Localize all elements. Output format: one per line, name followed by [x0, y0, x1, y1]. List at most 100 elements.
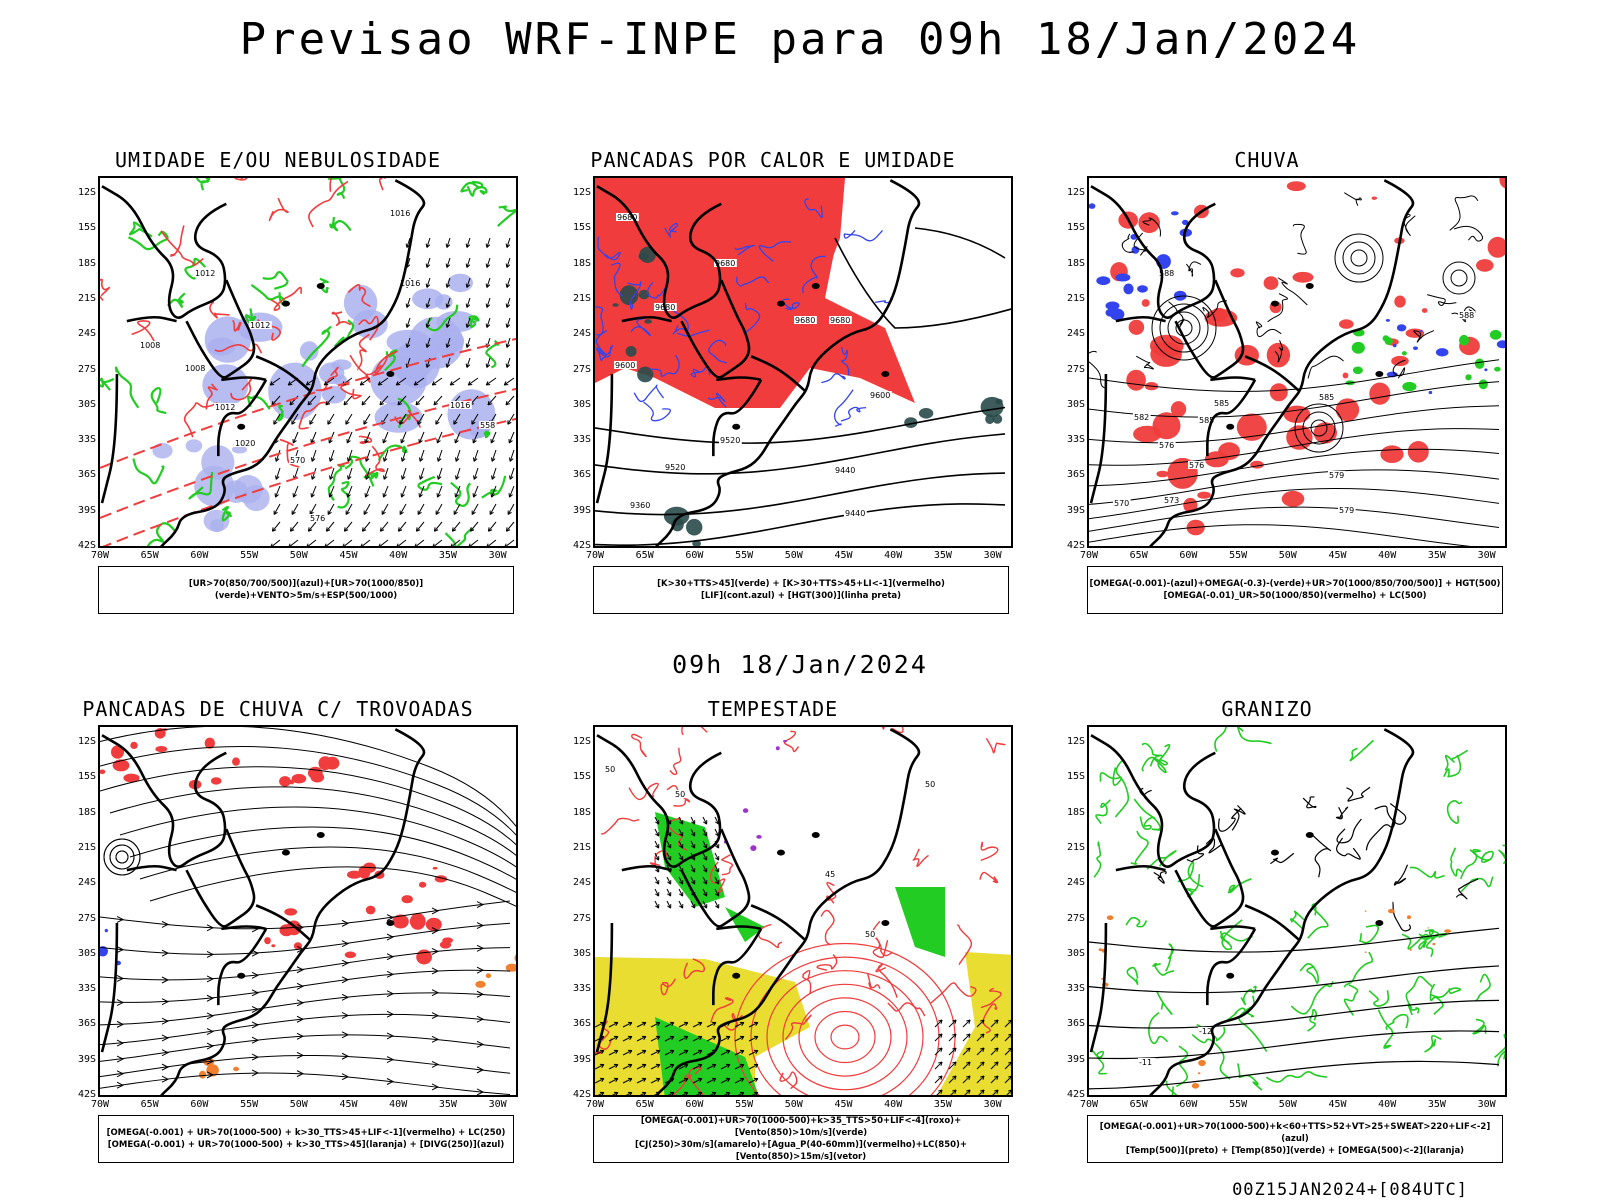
lat-tick-label: 39S	[572, 1053, 591, 1065]
lon-tick-label: 70W	[585, 550, 605, 561]
panel-contour-labels: 1016 1012 1012 1008 1008 1016 1016 1012 1020 576 5…	[139, 209, 497, 523]
contour-label: 50	[675, 790, 685, 799]
contour-label: 558	[480, 421, 495, 430]
contour-label: 576	[1189, 461, 1204, 470]
panel-contour-labels: -12 -11	[1138, 1027, 1216, 1067]
panel-umidade: UMIDADE E/OU NEBULOSIDADE 1016 1012 1012 100…	[58, 148, 518, 648]
lat-tick-label: 39S	[1066, 504, 1085, 516]
panel-tempestade: TEMPESTADE 50 50 50 45 50 12S 15S 18S 21S 24S 27S 30…	[553, 697, 1013, 1197]
contour-label: 588	[1459, 311, 1474, 320]
lon-tick-label: 65W	[635, 550, 654, 561]
lat-tick-label: 27S	[1066, 912, 1085, 924]
lat-tick-label: 30S	[1066, 947, 1085, 959]
contour-label: 1012	[195, 269, 215, 278]
storm-purple-areas	[723, 740, 787, 851]
lon-tick-label: 35W	[933, 1099, 952, 1110]
lon-tick-label: 70W	[90, 550, 110, 561]
panel-title: GRANIZO	[1221, 697, 1313, 721]
panel-legend: [OMEGA(-0.001)+UR>70(1000-500)+k<60+TTS>…	[1087, 1115, 1503, 1163]
lat-tick-label: 21S	[572, 841, 591, 853]
lon-tick-label: 50W	[1278, 550, 1297, 561]
legend-line: [K>30+TTS>45](verde) + [K>30+TTS>45+LI<-…	[657, 579, 945, 589]
height-500-lines	[1089, 359, 1500, 546]
lon-tick-label: 45W	[339, 1099, 358, 1110]
lat-tick-label: 15S	[1066, 222, 1085, 234]
lat-tick-label: 12S	[77, 187, 96, 198]
lat-tick-label: 21S	[77, 292, 96, 304]
lat-tick-label: 21S	[77, 841, 96, 853]
contour-label: 585	[1199, 416, 1214, 425]
contour-label: 9360	[630, 501, 650, 510]
lat-tick-label: 24S	[1066, 877, 1085, 889]
lat-tick-label: 42S	[572, 1089, 591, 1100]
legend-line: [CJ(250)>30m/s](amarelo)+[Agua_P(40-60mm…	[634, 1140, 968, 1162]
panel-chuva: CHUVA 588 588 585 585 585 582 579 579 576 576 573 57…	[1047, 148, 1507, 648]
lat-tick-label: 15S	[77, 771, 96, 783]
lon-tick-label: 40W	[389, 550, 408, 561]
thickness-contours	[100, 178, 421, 477]
coastline-borders	[595, 179, 921, 546]
lon-tick-label: 35W	[933, 550, 952, 561]
lat-tick-label: 27S	[572, 912, 591, 924]
lon-tick-label: 50W	[784, 550, 803, 561]
lon-tick-label: 70W	[585, 1099, 605, 1110]
map-plot	[100, 727, 516, 1095]
coastline-borders	[1089, 728, 1415, 1095]
lon-tick-label: 55W	[240, 1099, 259, 1110]
panel-title: UMIDADE E/OU NEBULOSIDADE	[114, 148, 442, 172]
lat-tick-label: 12S	[1066, 187, 1085, 198]
instability-green-area	[612, 246, 656, 383]
lon-tick-label: 55W	[735, 1099, 754, 1110]
contour-label: 9680	[715, 259, 735, 268]
contour-label: 50	[605, 765, 615, 774]
lon-tick-label: 30W	[488, 550, 507, 561]
lat-tick-label: 36S	[77, 469, 96, 481]
lon-tick-label: 40W	[389, 1099, 408, 1110]
lat-tick-label: 21S	[1066, 292, 1085, 304]
lon-tick-label: 30W	[1477, 550, 1496, 561]
contour-label: 1008	[140, 341, 160, 350]
map-frame: 9680 9680 9680 9680 9680 9600 9600 9520 9520 9440…	[593, 176, 1013, 548]
lat-tick-label: 12S	[572, 187, 591, 198]
map-plot: 50 50 50 45 50	[595, 727, 1011, 1095]
panel-legend: [OMEGA(-0.001)-(azul)+OMEGA(-0.3)-(verde…	[1087, 566, 1503, 614]
lat-tick-label: 21S	[1066, 841, 1085, 853]
lon-tick-label: 40W	[884, 1099, 903, 1110]
lon-tick-label: 70W	[90, 1099, 110, 1110]
lat-tick-label: 33S	[77, 434, 96, 446]
coastline-borders	[100, 728, 426, 1095]
legend-line: [LIF](cont.azul) + [HGT(300)](linha pret…	[700, 591, 902, 601]
valid-time-title: 09h 18/Jan/2024	[672, 650, 928, 679]
contour-label: 9520	[720, 436, 740, 445]
lon-tick-label: 50W	[1278, 1099, 1297, 1110]
lat-tick-label: 30S	[572, 947, 591, 959]
contour-label: 1020	[235, 439, 255, 448]
lat-tick-label: 39S	[77, 504, 96, 516]
lon-tick-label: 50W	[289, 1099, 308, 1110]
lat-tick-label: 27S	[77, 363, 96, 375]
geopotential-300-lines	[595, 406, 1006, 546]
lows	[1151, 233, 1476, 453]
wind-vectors-north	[405, 237, 511, 368]
lon-tick-label: 30W	[983, 550, 1002, 561]
contour-label: 579	[1339, 506, 1354, 515]
lat-tick-label: 24S	[572, 328, 591, 340]
lat-tick-label: 36S	[572, 1018, 591, 1030]
lon-tick-label: 60W	[1179, 550, 1198, 561]
panel-contour-labels: 50 50 50 45 50	[604, 765, 937, 939]
lon-tick-label: 60W	[190, 550, 209, 561]
omega-green-areas	[1345, 329, 1502, 392]
legend-line: [OMEGA(-0.001) + UR>70(1000-500) + k>30_…	[106, 1128, 506, 1138]
contour-label: 9680	[795, 316, 815, 325]
lat-tick-label: 42S	[77, 1089, 96, 1100]
storm-orange-areas	[475, 954, 516, 988]
contour-label: 1008	[185, 364, 205, 373]
lat-tick-label: 12S	[1066, 736, 1085, 747]
contour-label: 582	[1134, 413, 1149, 422]
contour-label: 1012	[250, 321, 270, 330]
legend-line: [Temp(500)](preto) + [Temp(850)](verde) …	[1125, 1146, 1465, 1156]
contour-label: -11	[1139, 1058, 1152, 1067]
lat-tick-label: 39S	[77, 1053, 96, 1065]
lon-tick-label: 50W	[289, 550, 308, 561]
contour-label: 9440	[845, 509, 865, 518]
